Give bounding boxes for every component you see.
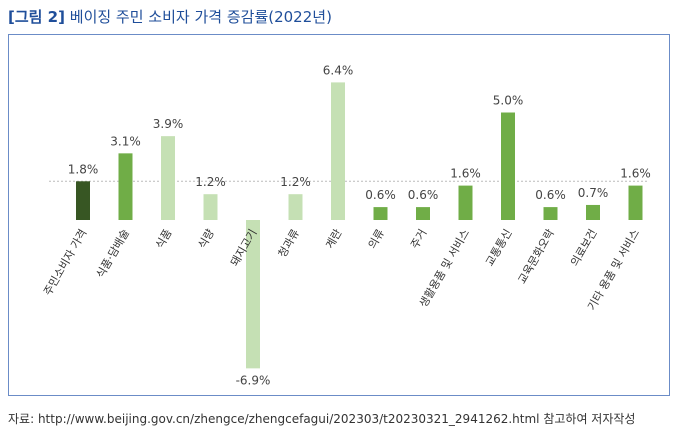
figure-number: [그림 2] <box>8 8 65 26</box>
category-label: 주민소비자 가격 <box>41 227 89 298</box>
data-label: 1.8% <box>68 162 99 176</box>
source-note: 자료: http://www.beijing.gov.cn/zhengce/zh… <box>8 412 636 426</box>
data-label: 5.0% <box>493 94 524 108</box>
data-label: 3.9% <box>153 117 184 131</box>
data-label: 1.6% <box>620 167 651 181</box>
category-label: 의류 <box>366 227 387 251</box>
data-label: -6.9% <box>236 373 271 387</box>
bar <box>331 82 345 221</box>
category-label: 식품 <box>153 227 174 251</box>
data-label: 1.2% <box>195 175 226 189</box>
chart-title: 베이징 주민 소비자 가격 증감률(2022년) <box>69 8 332 26</box>
data-label: 1.6% <box>450 167 481 181</box>
data-label: 1.2% <box>280 175 311 189</box>
category-label: 교통통신 <box>483 227 515 269</box>
category-label: 식품·담배술 <box>94 227 132 280</box>
bar <box>586 204 600 220</box>
bar <box>288 194 303 220</box>
bar-chart: 1.8%주민소비자 가격3.1%식품·담배술3.9%식품1.2%식량-6.9%돼… <box>41 63 651 387</box>
category-label: 식량 <box>196 227 217 251</box>
bar <box>416 207 430 220</box>
bar <box>373 207 388 220</box>
bar <box>628 185 643 220</box>
bar <box>458 185 473 220</box>
category-label: 주거 <box>408 227 429 251</box>
bar <box>161 136 175 220</box>
category-label: 계란 <box>323 227 344 251</box>
data-label: 0.7% <box>578 186 609 200</box>
category-label: 교육문화오락 <box>515 227 557 286</box>
chart-frame: 1.8% 주민소비자 가격 3.1% 식품·담배술 3.9% 식품 1.2% 식량 -6.9% 돼… <box>8 34 670 396</box>
data-label: 0.6% <box>408 188 439 202</box>
bar <box>76 181 90 220</box>
data-label: 0.6% <box>365 188 396 202</box>
figure-title: [그림 2] 베이징 주민 소비자 가격 증감률(2022년) <box>8 6 332 27</box>
bar <box>118 153 133 220</box>
bar <box>203 194 218 220</box>
data-label: 0.6% <box>535 188 566 202</box>
bar <box>246 220 260 369</box>
category-label: 청과류 <box>276 227 302 260</box>
bar <box>543 207 558 220</box>
bar <box>501 112 515 220</box>
data-label: 3.1% <box>110 134 141 148</box>
data-label: 6.4% <box>323 63 354 77</box>
category-label: 의료보건 <box>568 227 600 269</box>
